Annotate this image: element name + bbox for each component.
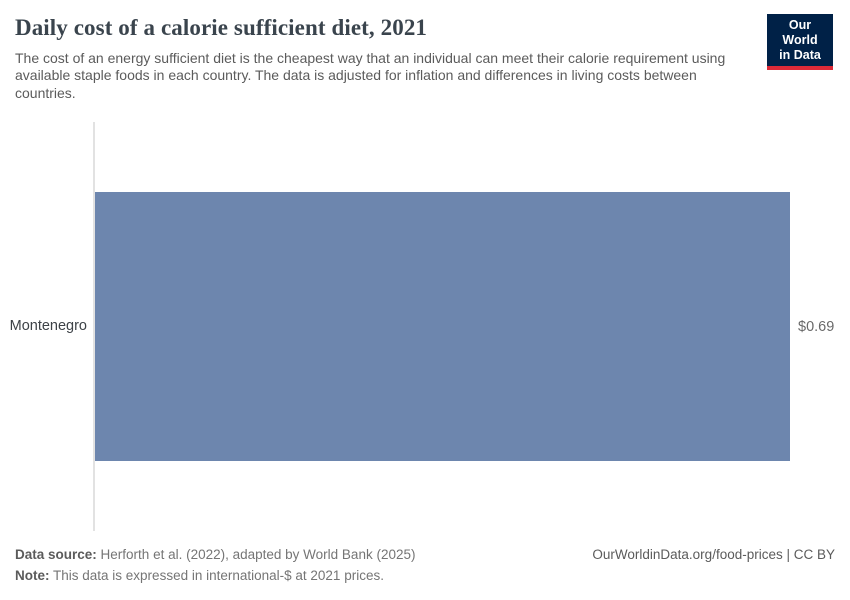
owid-logo-line1: Our World bbox=[782, 18, 818, 47]
footer-left: Data source: Herforth et al. (2022), ada… bbox=[15, 544, 415, 586]
note-line: Note: This data is expressed in internat… bbox=[15, 565, 415, 586]
bar-chart: Montenegro $0.69 bbox=[0, 122, 850, 531]
footer-license-link[interactable]: OurWorldinData.org/food-prices | CC BY bbox=[592, 547, 835, 562]
data-source-line: Data source: Herforth et al. (2022), ada… bbox=[15, 544, 415, 565]
chart-subtitle: The cost of an energy sufficient diet is… bbox=[15, 49, 726, 101]
bar-row: $0.69 bbox=[95, 192, 834, 461]
bar-value-label: $0.69 bbox=[798, 318, 835, 335]
bar-category-label: Montenegro bbox=[9, 318, 87, 334]
note-text: This data is expressed in international-… bbox=[53, 568, 384, 583]
owid-logo-line2: in Data bbox=[779, 48, 821, 62]
chart-header: Daily cost of a calorie sufficient diet,… bbox=[0, 0, 850, 102]
data-source-text: Herforth et al. (2022), adapted by World… bbox=[100, 547, 416, 562]
owid-logo: Our World in Data bbox=[767, 14, 833, 70]
bar-montenegro[interactable] bbox=[95, 192, 790, 461]
y-axis-line bbox=[93, 122, 95, 531]
data-source-label: Data source: bbox=[15, 547, 97, 562]
note-label: Note: bbox=[15, 568, 50, 583]
chart-footer: Data source: Herforth et al. (2022), ada… bbox=[15, 544, 835, 586]
page-title: Daily cost of a calorie sufficient diet,… bbox=[15, 15, 428, 40]
